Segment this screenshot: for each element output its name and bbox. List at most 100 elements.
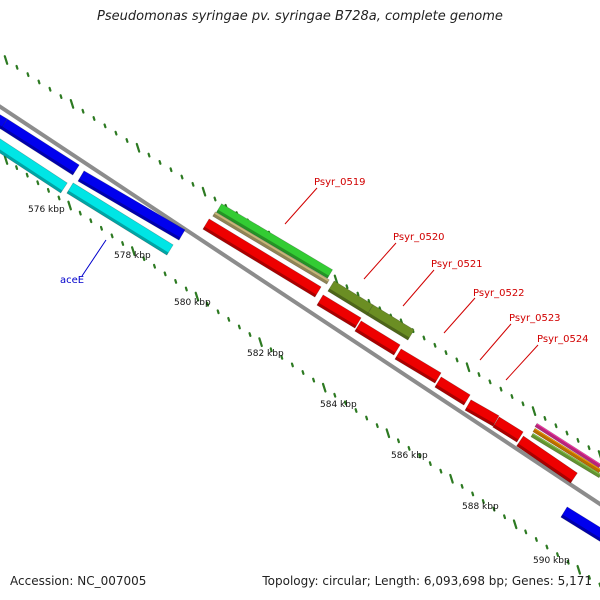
feature-orange-body [532,427,600,474]
feature-red-5-body [464,399,500,427]
scale-tick [213,196,217,202]
leader-line [402,269,435,307]
feature-blue-0 [0,112,8,130]
feature-red-1-shade [316,302,357,329]
feature-tan-body [212,211,330,285]
feature-red-5-shade [465,407,495,427]
gene-label-psyr-0521[interactable]: Psyr_0521 [431,259,483,270]
gene-label-psyr-0524[interactable]: Psyr_0524 [537,334,589,345]
scale-tick [110,233,114,239]
feature-psyr-0519-body [216,203,333,279]
feature-red-7-body [516,435,578,484]
label-leaders [81,187,539,381]
feature-psyr-0519 [216,203,333,279]
feature-red-6-shade [492,424,519,443]
scale-tick [89,218,93,224]
gene-label-psyr-0519[interactable]: Psyr_0519 [314,177,366,188]
feature-blue-1 [0,118,80,176]
gene-label-psyr-0520[interactable]: Psyr_0520 [393,232,445,243]
scale-tick [227,316,231,322]
scale-tick [59,94,63,100]
feature-red-4-body [434,376,471,406]
scale-tick [125,138,129,143]
scale-tick [36,180,40,186]
feature-cyan-0 [0,136,68,194]
scale-tick [147,152,151,158]
scale-tick [531,406,537,417]
feature-cyan-0-shade [0,144,63,194]
scale-tick [512,519,518,530]
scale-tick [510,394,514,399]
scale-tick [375,423,379,429]
scale-tick [471,491,475,497]
gene-label-psyr-0523[interactable]: Psyr_0523 [509,313,561,324]
scale-tick [152,263,157,269]
feature-cyan-1 [66,182,174,256]
feature-psyr-0521-olive-body [366,304,415,341]
inner-scale-track [3,155,600,588]
scale-tick [343,400,347,406]
scale-tick [385,428,391,439]
feature-red-6-body [492,416,524,443]
genome-summary-text: Topology: circular; Length: 6,093,698 bp… [262,574,592,588]
gene-label-acee[interactable]: aceE [60,275,84,286]
scale-tick [428,461,432,467]
feature-blue-2-shade [77,178,181,241]
scale-tick [321,382,327,393]
scale-tick [587,574,591,580]
scale-tick [130,246,136,256]
scale-tick [174,278,178,284]
scale-tick [114,130,118,136]
tick-label-586: 586 kbp [391,451,428,461]
feature-pink-shade [534,424,600,468]
scale-tick [576,564,582,575]
feature-blue-3 [560,506,600,544]
scale-tick [576,437,580,443]
scale-tick [290,362,294,368]
scale-tick [191,181,195,187]
scale-tick [67,200,72,211]
scale-tick [135,142,141,153]
feature-red-0-body [202,218,322,298]
feature-blue-0-body [0,112,8,130]
scale-tick [26,72,30,78]
tick-label-590: 590 kbp [533,556,570,566]
scale-tick [365,415,369,421]
leader-line [479,323,512,361]
scale-tick [48,86,52,92]
scale-tick [248,332,252,337]
scale-tick [121,241,125,246]
scale-tick [69,98,75,109]
scale-tick [488,379,492,385]
scale-tick [521,401,525,407]
scale-tick [333,274,339,285]
scale-tick [556,552,560,558]
scale-tick [163,271,167,277]
scale-tick [422,335,426,341]
feature-red-2 [354,320,401,356]
scale-tick [433,342,437,348]
scale-tick [554,423,558,429]
feature-red-7 [516,435,578,484]
scale-tick [566,559,570,565]
scale-tick [3,155,9,165]
feature-psyr-0520-olive-shade [327,288,369,316]
gene-label-psyr-0522[interactable]: Psyr_0522 [473,288,525,299]
scale-tick [439,468,443,474]
feature-red-6 [492,416,524,443]
feature-psyr-0521-olive [366,304,415,341]
feature-red-5 [464,399,500,427]
feature-red-0-shade [202,226,317,298]
feature-blue-1-shade [0,126,75,176]
feature-red-3-body [394,348,442,384]
scale-tick [57,195,61,201]
feature-tan [212,211,330,285]
feature-orange [532,427,600,474]
accession-text: Accession: NC_007005 [10,574,147,588]
feature-orange-shade [532,429,600,473]
scale-tick [216,309,220,315]
scale-tick [597,450,600,459]
scale-tick [142,256,146,262]
scale-tick [46,187,50,193]
